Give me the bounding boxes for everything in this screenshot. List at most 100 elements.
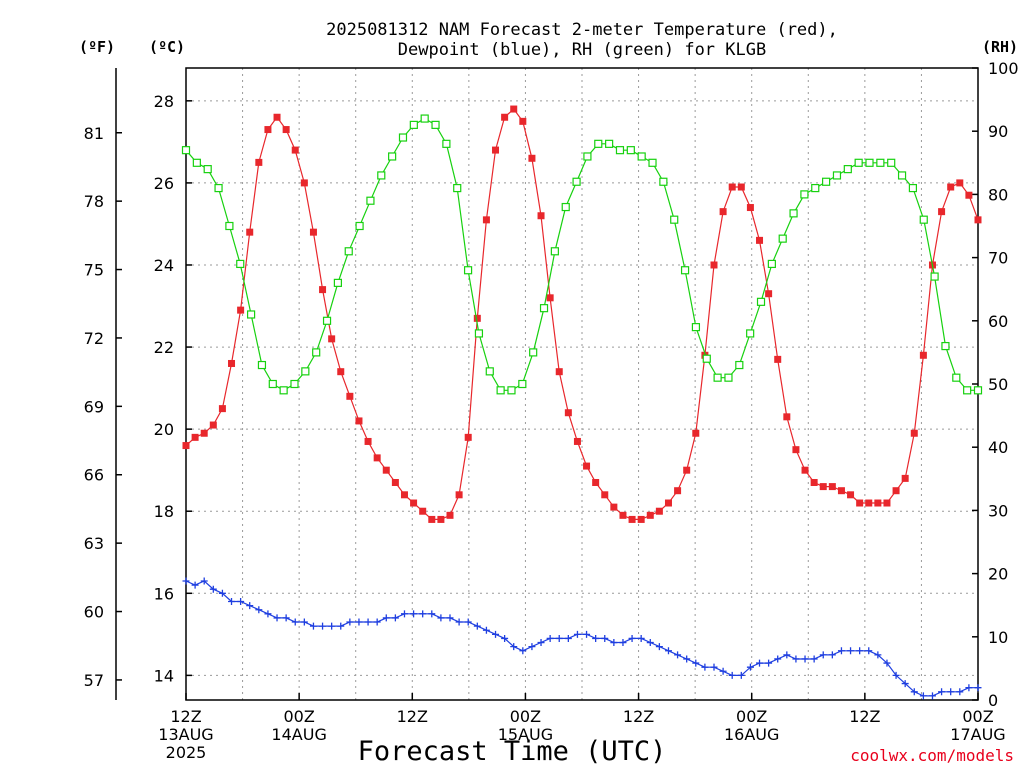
- temperature-point: [537, 212, 545, 220]
- dewpoint-point: [291, 618, 299, 626]
- rh-point: [203, 165, 212, 174]
- dewpoint-point: [965, 684, 973, 692]
- dewpoint-point: [455, 618, 463, 626]
- dewpoint-point: [737, 671, 745, 679]
- rh-point: [539, 304, 549, 313]
- fahrenheit-tick-label: 75: [84, 261, 104, 280]
- dewpoint-point: [728, 671, 736, 679]
- fahrenheit-tick-label: 57: [84, 671, 104, 690]
- rh-point: [333, 278, 342, 287]
- rh-point: [887, 158, 896, 167]
- dewpoint-point: [218, 589, 226, 597]
- dewpoint-point: [355, 618, 363, 626]
- temperature-point: [501, 113, 509, 121]
- dewpoint-point: [674, 651, 682, 659]
- temperature-point: [455, 491, 463, 499]
- rh-point: [605, 139, 614, 148]
- rh-point: [615, 146, 625, 155]
- temperature-point: [901, 474, 909, 482]
- x-tick-label: 16AUG: [724, 725, 779, 744]
- celsius-tick-label: 22: [154, 338, 174, 357]
- rh-tick-label: 90: [988, 122, 1008, 141]
- rh-point: [746, 329, 755, 338]
- rh-unit-label: (RH): [982, 38, 1018, 56]
- dewpoint-point: [309, 622, 317, 630]
- dewpoint-point: [819, 651, 827, 659]
- dewpoint-point: [874, 651, 882, 659]
- dewpoint-point: [464, 618, 472, 626]
- temperature-point: [355, 417, 363, 425]
- fahrenheit-tick-label: 81: [84, 124, 104, 143]
- dewpoint-point: [328, 622, 336, 630]
- rh-point: [735, 360, 744, 370]
- temperature-point: [446, 511, 454, 519]
- temperature-point: [328, 335, 336, 343]
- dewpoint-point: [637, 634, 645, 642]
- dewpoint-point: [828, 651, 836, 659]
- temperature-point: [947, 183, 955, 191]
- temperature-point: [573, 437, 581, 445]
- dewpoint-line: [185, 580, 978, 697]
- temperature-point: [619, 511, 627, 519]
- dewpoint-point: [364, 618, 372, 626]
- x-tick-label: 14AUG: [271, 725, 326, 744]
- x-tick-label: 12Z: [397, 707, 428, 726]
- dewpoint-point: [619, 639, 627, 647]
- temperature-point: [756, 236, 764, 244]
- celsius-tick-label: 28: [154, 92, 174, 111]
- temperature-point: [291, 146, 299, 154]
- x-tick-label: 00Z: [736, 707, 767, 726]
- temperature-point: [391, 478, 399, 486]
- temperature-point: [282, 126, 290, 134]
- dewpoint-point: [765, 659, 773, 667]
- temperature-point: [792, 446, 800, 454]
- temperature-point: [209, 421, 217, 429]
- fahrenheit-tick-label: 66: [84, 466, 104, 485]
- temperature-point: [437, 515, 445, 523]
- x-tick-label: 17AUG: [950, 725, 1005, 744]
- temperature-point: [182, 442, 190, 450]
- dewpoint-point: [510, 643, 518, 651]
- dewpoint-point: [282, 614, 290, 622]
- dewpoint-point: [847, 647, 855, 655]
- dewpoint-point: [710, 663, 718, 671]
- dewpoint-point: [419, 610, 427, 618]
- rh-point: [507, 386, 516, 395]
- dewpoint-point: [264, 610, 272, 618]
- rh-tick-label: 20: [988, 565, 1008, 584]
- temperature-point: [319, 286, 327, 294]
- rh-point: [572, 177, 581, 186]
- rh-point: [626, 146, 635, 155]
- x-tick-label: 00Z: [283, 707, 314, 726]
- dewpoint-point: [610, 639, 618, 647]
- rh-point: [854, 158, 863, 167]
- temperature-point: [364, 437, 372, 445]
- dewpoint-point: [655, 643, 663, 651]
- celsius-tick-label: 18: [154, 502, 174, 521]
- rh-tick-label: 100: [988, 59, 1019, 78]
- dewpoint-point: [492, 630, 500, 638]
- dewpoint-point: [883, 659, 891, 667]
- temperature-point: [464, 433, 472, 441]
- rh-point: [561, 202, 570, 212]
- temperature-point: [273, 113, 281, 121]
- rh-point: [702, 354, 711, 363]
- dewpoint-point: [947, 688, 955, 696]
- temperature-point: [710, 261, 718, 269]
- temperature-point: [674, 487, 682, 495]
- dewpoint-point: [400, 610, 408, 618]
- dewpoint-point: [801, 655, 809, 663]
- temperature-point: [628, 515, 636, 523]
- rh-point: [181, 146, 191, 155]
- rh-point: [637, 152, 646, 161]
- dewpoint-point: [956, 688, 964, 696]
- dewpoint-point: [746, 663, 754, 671]
- dewpoint-point: [209, 585, 217, 593]
- rh-point: [963, 386, 972, 395]
- rh-point: [724, 373, 733, 382]
- temperature-point: [783, 413, 791, 421]
- rh-point: [344, 247, 353, 256]
- dewpoint-point: [865, 647, 873, 655]
- temperature-point: [655, 507, 663, 515]
